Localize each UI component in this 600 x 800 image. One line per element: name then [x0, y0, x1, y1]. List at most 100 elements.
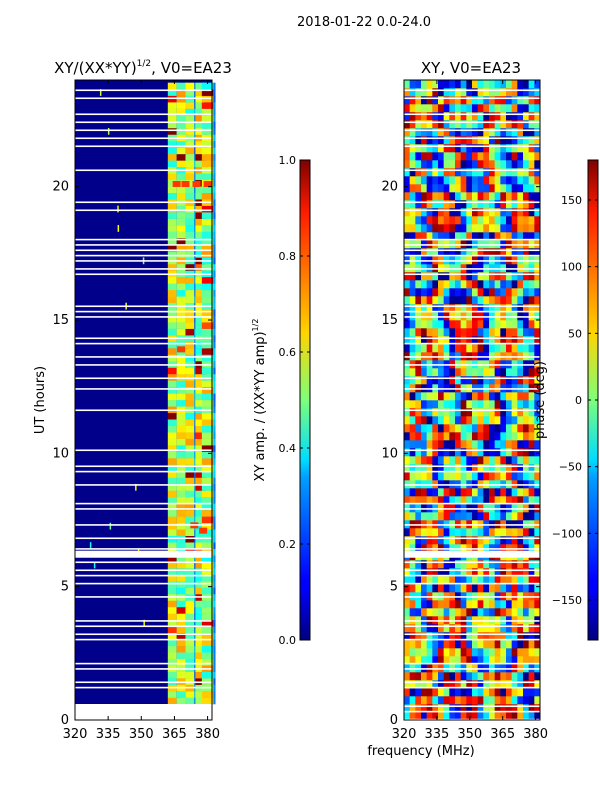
amplitude-cell — [167, 328, 177, 336]
amplitude-cell — [176, 600, 186, 608]
phase-cell — [443, 112, 450, 121]
colorbar-tick-label: 0.6 — [279, 346, 297, 359]
amplitude-cell — [194, 367, 197, 375]
phase-cell — [528, 96, 535, 105]
phase-cell — [426, 424, 433, 433]
phase-cell — [483, 648, 490, 657]
phase-cell — [494, 560, 501, 569]
phase-cell — [421, 80, 427, 89]
phase-cell — [432, 680, 439, 689]
phase-cell — [421, 96, 427, 105]
phase-cell — [534, 168, 541, 177]
phase-cell — [483, 496, 490, 505]
phase-cell — [455, 640, 461, 649]
amplitude-cell — [176, 529, 186, 537]
phase-cell — [443, 408, 450, 417]
flagged-row — [75, 89, 212, 92]
amplitude-cell — [176, 626, 186, 634]
phase-cell — [443, 152, 450, 161]
phase-cell — [534, 472, 541, 481]
phase-cell — [472, 368, 478, 377]
phase-cell — [472, 400, 478, 409]
phase-cell — [534, 672, 541, 681]
amplitude-cell — [213, 212, 216, 219]
phase-cell — [415, 432, 422, 441]
amplitude-cell — [213, 166, 216, 174]
phase-cell — [432, 456, 439, 465]
amplitude-cell — [213, 147, 216, 155]
phase-cell — [523, 120, 529, 129]
phase-cell — [500, 120, 507, 129]
amplitude-cell — [176, 658, 186, 666]
phase-cell — [443, 120, 450, 129]
phase-cell — [494, 472, 501, 481]
phase-cell — [483, 200, 490, 209]
phase-cell — [472, 168, 478, 177]
flagged-block — [75, 704, 212, 720]
phase-cell — [438, 152, 444, 161]
amplitude-cell — [167, 451, 177, 459]
phase-cell — [404, 560, 410, 569]
phase-cell — [489, 416, 495, 425]
phase-cell — [449, 512, 456, 521]
phase-cell — [528, 336, 535, 345]
phase-cell — [472, 584, 478, 593]
phase-cell — [460, 680, 467, 689]
amplitude-cell — [185, 212, 195, 219]
amplitude-cell — [201, 697, 214, 705]
amplitude-cell — [185, 322, 195, 329]
phase-cell — [511, 192, 518, 201]
phase-cell — [477, 472, 484, 481]
phase-cell — [432, 160, 439, 169]
phase-cell — [449, 448, 456, 457]
amplitude-cell — [176, 283, 186, 291]
amplitude-cell — [194, 309, 197, 316]
phase-cell — [534, 696, 541, 705]
phase-cell — [455, 672, 461, 681]
phase-cell — [404, 704, 410, 713]
phase-cell — [449, 216, 456, 225]
amplitude-cell — [167, 606, 177, 614]
phase-cell — [511, 280, 518, 289]
phase-cell — [500, 416, 507, 425]
phase-cell — [511, 168, 518, 177]
phase-cell — [466, 608, 473, 617]
phase-cell — [460, 672, 467, 681]
amplitude-cell — [194, 645, 197, 653]
phase-cell — [415, 184, 422, 193]
amplitude-cell — [176, 652, 186, 659]
phase-cell — [483, 280, 490, 289]
phase-cell — [506, 192, 512, 201]
phase-cell — [534, 392, 541, 401]
colorbar-amplitude-gradient — [299, 159, 311, 641]
phase-cell — [477, 168, 484, 177]
phase-cell — [432, 392, 439, 401]
phase-cell — [443, 344, 450, 353]
flagged-row — [75, 356, 212, 358]
phase-cell — [472, 120, 478, 129]
phase-cell — [438, 696, 444, 705]
phase-cell — [489, 296, 495, 305]
amplitude-speck — [117, 225, 120, 232]
phase-cell — [506, 632, 512, 641]
phase-cell — [506, 224, 512, 233]
phase-cell — [466, 392, 473, 401]
flagged-row — [404, 169, 540, 172]
amplitude-cell — [167, 652, 177, 659]
phase-cell — [528, 568, 535, 577]
phase-cell — [455, 136, 461, 145]
flagged-row — [75, 113, 212, 116]
phase-cell — [443, 216, 450, 225]
phase-cell — [432, 632, 439, 641]
phase-cell — [404, 456, 410, 465]
phase-cell — [472, 432, 478, 441]
phase-cell — [466, 216, 473, 225]
amplitude-cell — [176, 697, 186, 705]
amplitude-cell — [167, 367, 177, 375]
phase-cell — [534, 232, 541, 241]
phase-cell — [438, 584, 444, 593]
amplitude-cell — [194, 509, 197, 517]
amplitude-cell — [213, 173, 216, 181]
phase-cell — [421, 304, 427, 313]
phase-cell — [489, 280, 495, 289]
